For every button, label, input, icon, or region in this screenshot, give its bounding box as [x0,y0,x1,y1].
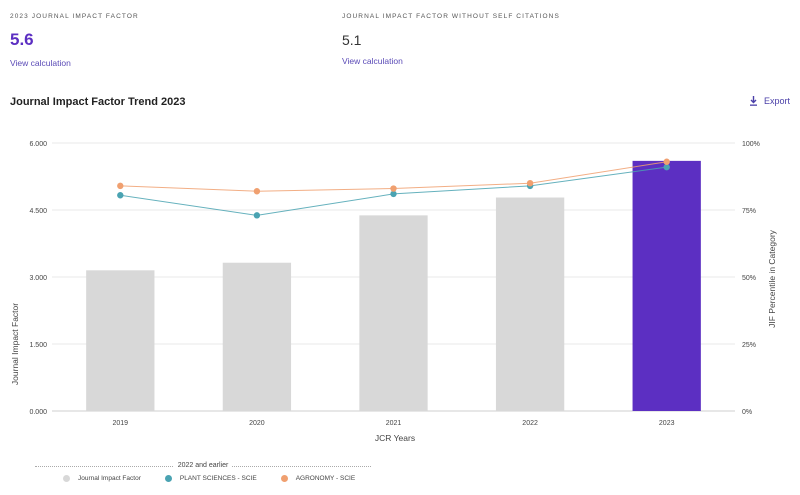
y-right-tick-label: 50% [742,275,756,282]
y-tick-label: 0.000 [29,409,47,416]
point-plant-sciences [253,212,261,219]
legend: 2022 and earlier Journal Impact Factor P… [35,462,371,482]
y-right-tick-label: 75% [742,208,756,215]
jif-value: 5.6 [10,30,34,49]
legend-label-jif: Journal Impact Factor [78,475,141,482]
jif-noself-value: 5.1 [342,32,362,48]
jif-trend-chart: 0.000 1.500 3.000 4.500 6.000 0% 25% 50% 75% 100%… [10,141,777,443]
legend-item-agronomy[interactable]: AGRONOMY - SCIE [280,475,356,482]
legend-title-text: 2022 and earlier [173,462,233,469]
y-tick-label: 1.500 [29,342,47,349]
x-tick-label: 2019 [113,420,129,427]
y-axis-right-label: JIF Percentile in Category [767,229,777,328]
x-axis-label: JCR Years [375,433,415,443]
point-agronomy [117,182,124,190]
jif-noself-view-calculation-link[interactable]: View calculation [342,56,403,66]
point-agronomy [663,158,670,165]
legend-swatch-plant-sciences [164,475,172,482]
legend-item-jif[interactable]: Journal Impact Factor [63,475,141,482]
x-tick-label: 2021 [386,420,402,427]
bar [359,215,428,411]
section-title: Journal Impact Factor Trend 2023 [10,96,186,108]
bar [632,160,701,411]
point-agronomy [526,180,534,187]
download-icon [749,96,757,106]
jif-noself-metric: JOURNAL IMPACT FACTOR WITHOUT SELF CITAT… [342,0,560,66]
point-plant-sciences [663,163,670,171]
legend-item-plant-sciences[interactable]: PLANT SCIENCES - SCIE [164,475,257,482]
legend-label-plant-sciences: PLANT SCIENCES - SCIE [179,475,257,482]
x-tick-label: 2022 [522,420,538,427]
legend-swatch-agronomy [280,475,288,482]
y-right-tick-label: 25% [742,342,756,349]
legend-title: 2022 and earlier [35,462,371,469]
point-plant-sciences [390,190,397,198]
jif-view-calculation-link[interactable]: View calculation [10,58,71,68]
jif-metric: 2023 JOURNAL IMPACT FACTOR 5.6 View calc… [10,0,139,68]
point-agronomy [390,185,397,192]
jif-noself-label: JOURNAL IMPACT FACTOR WITHOUT SELF CITAT… [342,13,560,20]
point-agronomy [253,188,261,195]
export-label: Export [763,96,790,106]
y-tick-label: 4.500 [29,208,47,215]
export-button[interactable]: Export [749,96,790,106]
legend-label-agronomy: AGRONOMY - SCIE [295,475,356,482]
series-lines [117,158,670,219]
y-tick-label: 3.000 [29,275,47,282]
y-tick-label: 6.000 [29,141,47,148]
y-right-tick-label: 100% [742,141,760,148]
bar [222,262,292,411]
x-tick-label: 2023 [659,420,675,427]
bar [86,270,155,411]
bars [86,160,701,411]
jif-label: 2023 JOURNAL IMPACT FACTOR [10,13,139,20]
y-right-tick-label: 0% [742,409,752,416]
x-tick-label: 2020 [249,420,265,427]
bar [495,197,565,411]
point-plant-sciences [117,192,124,199]
legend-swatch-jif [63,475,70,482]
axes: 0.000 1.500 3.000 4.500 6.000 0% 25% 50% 75% 100%… [29,141,759,427]
y-axis-label: Journal Impact Factor [10,303,20,385]
